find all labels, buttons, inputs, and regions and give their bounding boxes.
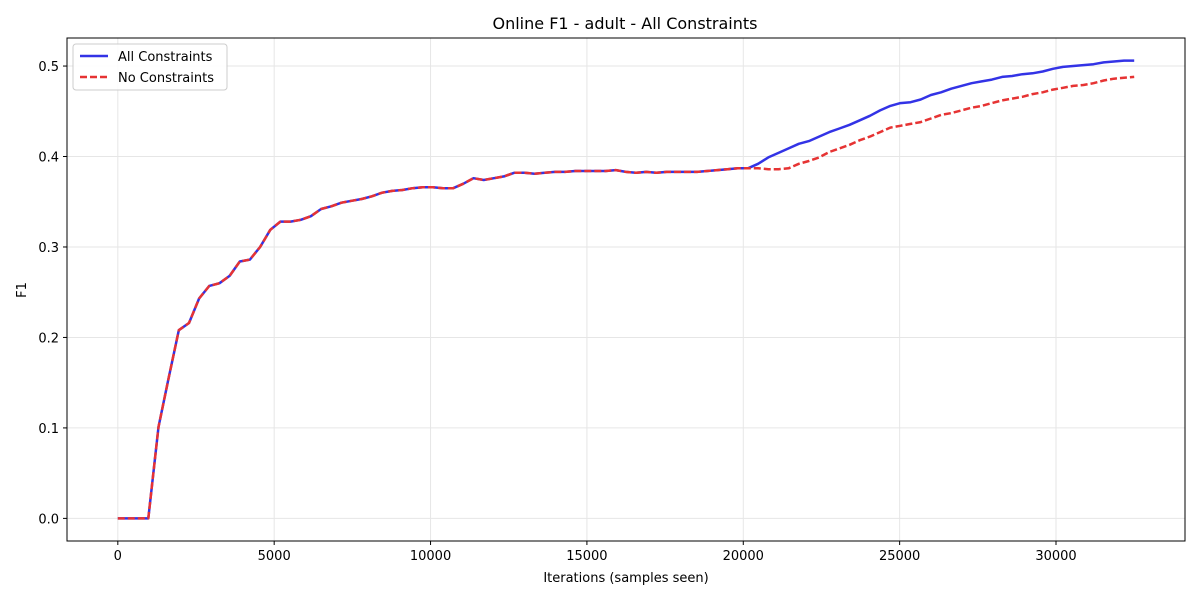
x-axis-title: Iterations (samples seen) xyxy=(543,571,708,586)
y-tick-label: 0.1 xyxy=(38,422,59,437)
chart-title: Online F1 - adult - All Constraints xyxy=(493,14,758,33)
series-line-no-constraints xyxy=(117,75,1135,520)
y-tick-label: 0.0 xyxy=(38,512,59,527)
x-tick-label: 30000 xyxy=(1035,549,1076,564)
x-tick-label: 15000 xyxy=(566,549,607,564)
legend-label-no-constraints: No Constraints xyxy=(118,71,214,86)
axis-ticks: 0 5000 10000 15000 20000 25000 30000 0.0 0.1 0.2 0… xyxy=(38,60,1076,564)
legend-label-all-constraints: All Constraints xyxy=(118,50,213,65)
grid-lines xyxy=(67,38,1185,541)
y-tick-label: 0.5 xyxy=(38,60,59,75)
x-tick-label: 5000 xyxy=(258,549,291,564)
plot-frame xyxy=(66,37,1186,542)
x-tick-label: 10000 xyxy=(410,549,451,564)
x-tick-label: 25000 xyxy=(879,549,920,564)
x-tick-label: 20000 xyxy=(723,549,764,564)
y-axis-title: F1 xyxy=(15,282,30,298)
y-tick-label: 0.2 xyxy=(38,331,59,346)
series-lines xyxy=(117,59,1135,520)
legend: All Constraints No Constraints xyxy=(72,43,228,91)
legend-box xyxy=(72,43,228,91)
x-tick-label: 0 xyxy=(114,549,122,564)
y-tick-label: 0.4 xyxy=(38,151,59,166)
y-tick-label: 0.3 xyxy=(38,241,59,256)
